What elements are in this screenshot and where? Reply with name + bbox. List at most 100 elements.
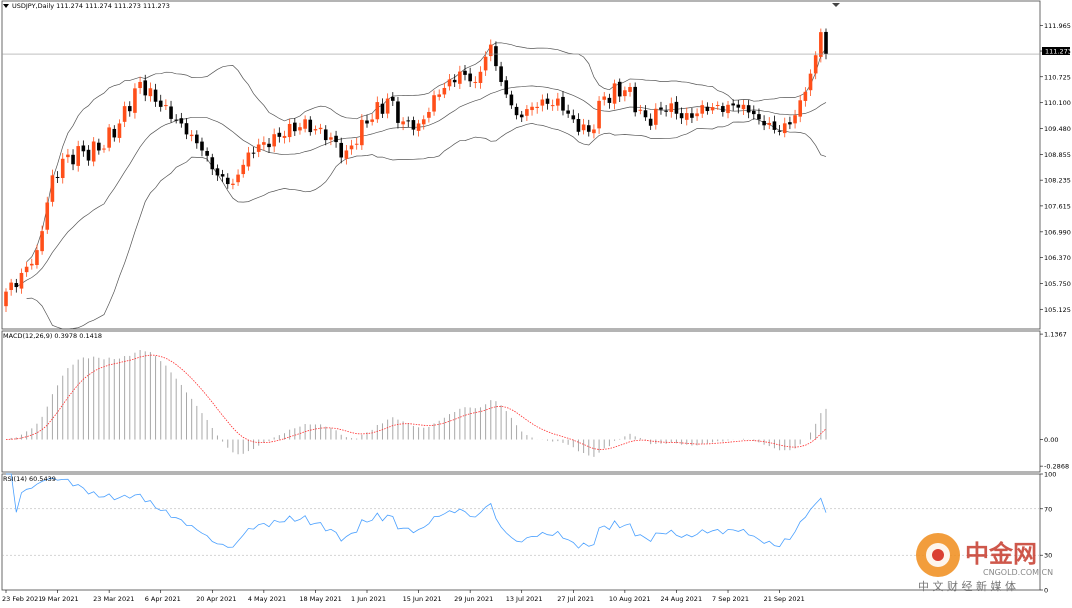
candle-body	[488, 44, 493, 57]
candle-body	[349, 145, 354, 150]
price-tag-box	[1042, 47, 1070, 55]
macd-axis-label: -0.2868	[1044, 463, 1069, 471]
candle-body	[40, 231, 44, 252]
candle-body	[303, 119, 307, 129]
bollinger-bands	[16, 42, 827, 330]
candle-body	[158, 100, 163, 107]
scroll-marker-icon	[832, 3, 840, 7]
candle-body	[452, 79, 457, 83]
candle-body	[545, 98, 550, 104]
candle-body	[478, 71, 483, 84]
candle-body	[664, 110, 668, 112]
candle-body	[205, 151, 209, 156]
candle-body	[122, 106, 127, 122]
candle-body	[24, 266, 29, 273]
candle-body	[174, 119, 178, 121]
candle-body	[525, 109, 529, 116]
date-axis-label: 7 Sep 2021	[712, 595, 749, 603]
candlesticks	[2, 28, 1040, 312]
candle-body	[241, 164, 246, 175]
candle-body	[55, 176, 60, 178]
candle-body	[138, 81, 142, 89]
candle-body	[463, 70, 467, 75]
panel-frames	[1, 0, 1041, 591]
candle-body	[772, 121, 777, 130]
candle-body	[612, 83, 617, 104]
candle-body	[674, 101, 679, 114]
macd-plot	[5, 350, 827, 457]
candle-body	[411, 120, 416, 130]
macd-header: MACD(12,26,9) 0.3978 0.1418	[3, 332, 102, 340]
candle-body	[550, 105, 555, 107]
candle-body	[375, 102, 380, 120]
candle-body	[819, 32, 823, 57]
rsi-axis-label: 0	[1044, 587, 1048, 595]
candle-body	[592, 129, 596, 134]
date-axis-label: 24 Aug 2021	[660, 595, 702, 603]
candle-body	[757, 114, 761, 120]
date-axis-label: 18 May 2021	[299, 595, 341, 603]
axes: 111.965111.345110.725110.100109.480108.8…	[2, 22, 1071, 603]
rsi-header: RSI(14) 60.5439	[3, 475, 56, 483]
candle-body	[762, 120, 766, 126]
candle-body	[97, 142, 101, 151]
candle-body	[256, 144, 261, 152]
candle-body	[406, 120, 411, 122]
candle-body	[184, 123, 189, 135]
candle-body	[514, 106, 519, 116]
candle-body	[179, 118, 184, 124]
price-axis-label: 105.125	[1044, 306, 1071, 314]
bollinger-middle-line	[16, 85, 827, 288]
candle-body	[710, 107, 715, 111]
candle-body	[35, 250, 39, 266]
candle-body	[437, 94, 442, 97]
candle-body	[782, 123, 787, 134]
candle-body	[318, 127, 323, 130]
candle-body	[648, 118, 653, 126]
panel-frame-0	[1, 0, 1041, 330]
candle-body	[705, 106, 710, 112]
candle-body	[803, 91, 808, 101]
candle-body	[519, 114, 524, 118]
price-tag: 111.273	[1045, 48, 1072, 56]
candle-body	[231, 183, 235, 185]
date-axis-label: 1 Jun 2021	[351, 595, 386, 603]
candle-body	[50, 175, 55, 202]
candle-body	[293, 122, 297, 132]
candle-body	[432, 95, 436, 112]
panel-frame-2	[1, 473, 1041, 591]
bollinger-lower-line	[26, 118, 827, 330]
candle-body	[200, 141, 204, 151]
candle-body	[127, 106, 132, 112]
date-axis-label: 10 Aug 2021	[609, 595, 651, 603]
candle-body	[566, 110, 570, 114]
header-triangle-icon	[3, 4, 9, 8]
candle-body	[396, 101, 400, 123]
date-axis-label: 21 Sep 2021	[764, 595, 805, 603]
price-axis-label: 105.750	[1044, 280, 1071, 288]
candle-body	[499, 66, 503, 82]
candle-body	[225, 177, 230, 185]
candle-body	[504, 80, 509, 95]
candle-body	[45, 202, 50, 230]
candle-body	[633, 86, 637, 113]
candle-body	[86, 149, 91, 161]
candle-body	[813, 55, 818, 74]
candle-body	[365, 120, 369, 124]
candle-body	[793, 115, 797, 124]
candle-body	[112, 128, 117, 138]
date-axis-label: 29 Jun 2021	[454, 595, 493, 603]
candle-body	[483, 56, 488, 71]
candle-body	[71, 154, 75, 165]
candle-body	[643, 110, 648, 118]
candle-body	[581, 124, 586, 131]
candle-body	[416, 123, 421, 131]
candle-body	[117, 123, 122, 138]
candle-body	[143, 80, 148, 96]
candle-body	[262, 142, 266, 145]
candle-body	[380, 103, 385, 114]
candle-body	[14, 283, 19, 288]
candle-body	[421, 119, 426, 125]
candle-body	[169, 106, 173, 119]
